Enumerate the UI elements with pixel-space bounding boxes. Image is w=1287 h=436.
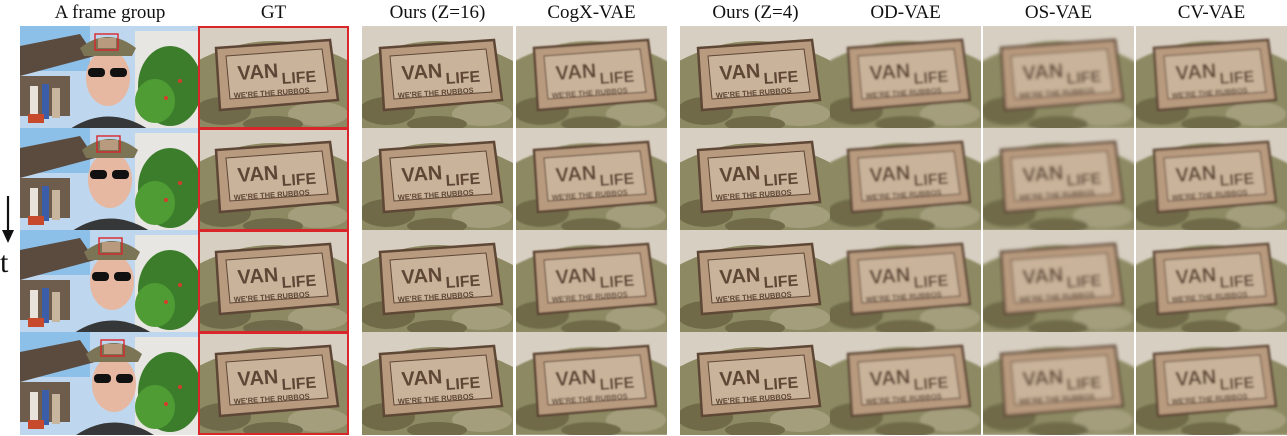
time-arrow-icon [2, 196, 14, 243]
svg-text:LIFE: LIFE [1219, 171, 1255, 190]
svg-text:LIFE: LIFE [763, 375, 799, 394]
patch-ours16: VAN LIFE WE'RE THE RUBBOS [362, 128, 513, 231]
column-header-ours-z4: Ours (Z=4) [712, 2, 799, 23]
patch-cvvae: VAN LIFE WE'RE THE RUBBOS [1136, 26, 1287, 129]
svg-text:LIFE: LIFE [1066, 273, 1102, 292]
svg-text:LIFE: LIFE [599, 273, 635, 292]
patch-ours16: VAN LIFE WE'RE THE RUBBOS [362, 26, 513, 129]
svg-text:LIFE: LIFE [281, 375, 317, 394]
svg-text:VAN: VAN [719, 264, 761, 289]
patch-osvae: VAN LIFE WE'RE THE RUBBOS [983, 26, 1134, 129]
patch-cogx: VAN LIFE WE'RE THE RUBBOS [516, 230, 667, 333]
frame-thumbnail [20, 230, 200, 333]
column-header-os-vae: OS-VAE [1024, 2, 1093, 23]
patch-osvae: VAN LIFE WE'RE THE RUBBOS [983, 332, 1134, 435]
svg-text:VAN: VAN [1175, 264, 1217, 289]
patch-odvae: VAN LIFE WE'RE THE RUBBOS [830, 230, 981, 333]
svg-text:VAN: VAN [1022, 162, 1064, 187]
svg-text:VAN: VAN [869, 162, 911, 187]
patch-ours4: VAN LIFE WE'RE THE RUBBOS [680, 230, 831, 333]
svg-text:LIFE: LIFE [599, 375, 635, 394]
patch-odvae: VAN LIFE WE'RE THE RUBBOS [830, 26, 981, 129]
column-header-cogx-vae: CogX-VAE [547, 2, 636, 23]
patch-odvae: VAN LIFE WE'RE THE RUBBOS [830, 128, 981, 231]
patch-cogx: VAN LIFE WE'RE THE RUBBOS [516, 128, 667, 231]
svg-text:VAN: VAN [1175, 60, 1217, 85]
svg-text:VAN: VAN [237, 60, 279, 85]
patch-ours4: VAN LIFE WE'RE THE RUBBOS [680, 332, 831, 435]
svg-text:LIFE: LIFE [1066, 171, 1102, 190]
svg-text:LIFE: LIFE [763, 69, 799, 88]
patch-ours4: VAN LIFE WE'RE THE RUBBOS [680, 128, 831, 231]
column-header-ours-z16: Ours (Z=16) [389, 2, 486, 23]
svg-text:VAN: VAN [1022, 264, 1064, 289]
svg-text:LIFE: LIFE [1219, 69, 1255, 88]
patch-cogx: VAN LIFE WE'RE THE RUBBOS [516, 26, 667, 129]
patch-gt: VAN LIFE WE'RE THE RUBBOS [198, 26, 349, 129]
svg-text:LIFE: LIFE [1066, 375, 1102, 394]
svg-text:LIFE: LIFE [281, 171, 317, 190]
patch-gt: VAN LIFE WE'RE THE RUBBOS [198, 230, 349, 333]
svg-text:VAN: VAN [401, 366, 443, 391]
patch-cvvae: VAN LIFE WE'RE THE RUBBOS [1136, 332, 1287, 435]
svg-text:VAN: VAN [1022, 366, 1064, 391]
svg-text:LIFE: LIFE [1066, 69, 1102, 88]
svg-text:VAN: VAN [555, 162, 597, 187]
patch-osvae: VAN LIFE WE'RE THE RUBBOS [983, 128, 1134, 231]
column-header-frame-group: A frame group [54, 2, 166, 23]
patch-osvae: VAN LIFE WE'RE THE RUBBOS [983, 230, 1134, 333]
svg-text:VAN: VAN [237, 366, 279, 391]
frame-thumbnail [20, 26, 200, 129]
patch-cvvae: VAN LIFE WE'RE THE RUBBOS [1136, 230, 1287, 333]
svg-text:VAN: VAN [401, 162, 443, 187]
svg-text:VAN: VAN [401, 60, 443, 85]
svg-text:LIFE: LIFE [599, 69, 635, 88]
svg-text:VAN: VAN [719, 162, 761, 187]
svg-text:LIFE: LIFE [1219, 273, 1255, 292]
svg-text:VAN: VAN [237, 264, 279, 289]
svg-text:LIFE: LIFE [599, 171, 635, 190]
column-header-od-vae: OD-VAE [870, 2, 941, 23]
svg-text:VAN: VAN [719, 60, 761, 85]
svg-text:VAN: VAN [869, 60, 911, 85]
frame-thumbnail [20, 332, 200, 435]
patch-cvvae: VAN LIFE WE'RE THE RUBBOS [1136, 128, 1287, 231]
svg-text:VAN: VAN [1175, 366, 1217, 391]
svg-text:LIFE: LIFE [913, 375, 949, 394]
svg-text:VAN: VAN [719, 366, 761, 391]
svg-text:VAN: VAN [869, 264, 911, 289]
svg-text:LIFE: LIFE [913, 69, 949, 88]
frame-thumbnail [20, 128, 200, 231]
svg-text:VAN: VAN [555, 264, 597, 289]
patch-odvae: VAN LIFE WE'RE THE RUBBOS [830, 332, 981, 435]
patch-gt: VAN LIFE WE'RE THE RUBBOS [198, 332, 349, 435]
patch-cogx: VAN LIFE WE'RE THE RUBBOS [516, 332, 667, 435]
svg-text:LIFE: LIFE [445, 273, 481, 292]
svg-text:LIFE: LIFE [445, 69, 481, 88]
svg-text:LIFE: LIFE [763, 273, 799, 292]
svg-text:VAN: VAN [401, 264, 443, 289]
svg-text:VAN: VAN [555, 366, 597, 391]
svg-text:LIFE: LIFE [281, 69, 317, 88]
svg-text:LIFE: LIFE [1219, 375, 1255, 394]
svg-text:LIFE: LIFE [281, 273, 317, 292]
svg-text:LIFE: LIFE [445, 171, 481, 190]
patch-gt: VAN LIFE WE'RE THE RUBBOS [198, 128, 349, 231]
svg-text:VAN: VAN [1175, 162, 1217, 187]
svg-text:LIFE: LIFE [445, 375, 481, 394]
column-header-cv-vae: CV-VAE [1177, 2, 1246, 23]
svg-text:VAN: VAN [1022, 60, 1064, 85]
svg-text:VAN: VAN [237, 162, 279, 187]
column-header-gt: GT [260, 2, 287, 23]
svg-text:LIFE: LIFE [913, 273, 949, 292]
svg-text:VAN: VAN [555, 60, 597, 85]
svg-text:VAN: VAN [869, 366, 911, 391]
time-axis-label: t [0, 246, 9, 279]
patch-ours4: VAN LIFE WE'RE THE RUBBOS [680, 26, 831, 129]
svg-text:LIFE: LIFE [763, 171, 799, 190]
patch-ours16: VAN LIFE WE'RE THE RUBBOS [362, 332, 513, 435]
patch-ours16: VAN LIFE WE'RE THE RUBBOS [362, 230, 513, 333]
svg-text:LIFE: LIFE [913, 171, 949, 190]
